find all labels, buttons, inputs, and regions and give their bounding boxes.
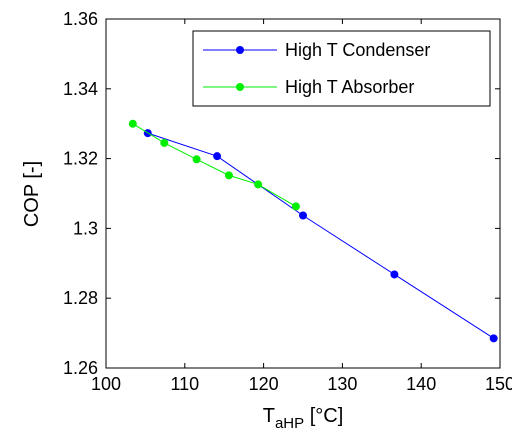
x-tick-label: 150 <box>485 374 512 394</box>
legend-marker-condenser <box>236 46 244 54</box>
x-tick-label: 130 <box>327 374 357 394</box>
data-point <box>390 270 399 279</box>
series-layer <box>128 119 498 343</box>
legend: High T Condenser High T Absorber <box>192 30 491 107</box>
y-tick-label: 1.34 <box>63 79 98 99</box>
x-axis-label-sub: aHP <box>275 415 304 432</box>
x-tick-label: 110 <box>170 374 199 394</box>
legend-marker-absorber <box>236 83 244 91</box>
x-axis-label-main: T <box>263 405 275 427</box>
legend-label-condenser: High T Condenser <box>285 40 430 60</box>
y-axis-label: COP [-] <box>21 161 43 227</box>
x-axis: 100 110 120 130 140 150 <box>91 19 512 394</box>
x-axis-label-unit: [°C] <box>304 405 343 427</box>
x-tick-label: 120 <box>249 374 279 394</box>
data-point <box>192 155 201 164</box>
data-point <box>224 171 233 180</box>
x-axis-label: TaHP [°C] <box>263 405 344 432</box>
data-point <box>160 138 169 147</box>
x-tick-label: 140 <box>406 374 436 394</box>
y-tick-label: 1.36 <box>63 9 98 29</box>
y-tick-label: 1.3 <box>73 218 98 238</box>
data-point <box>291 202 300 211</box>
data-point <box>128 119 137 128</box>
data-point <box>299 211 307 220</box>
series-line <box>132 123 297 207</box>
y-tick-label: 1.26 <box>63 358 98 378</box>
y-tick-label: 1.28 <box>63 288 98 308</box>
series-absorber <box>128 119 300 211</box>
legend-label-absorber: High T Absorber <box>285 77 414 97</box>
x-tick-label: 100 <box>91 374 121 394</box>
data-point <box>213 152 222 161</box>
data-point <box>254 180 263 189</box>
legend-box <box>192 30 491 107</box>
y-axis: 1.26 1.28 1.3 1.32 1.34 1.36 <box>63 9 500 378</box>
data-point <box>489 334 498 343</box>
y-tick-label: 1.32 <box>63 149 98 169</box>
